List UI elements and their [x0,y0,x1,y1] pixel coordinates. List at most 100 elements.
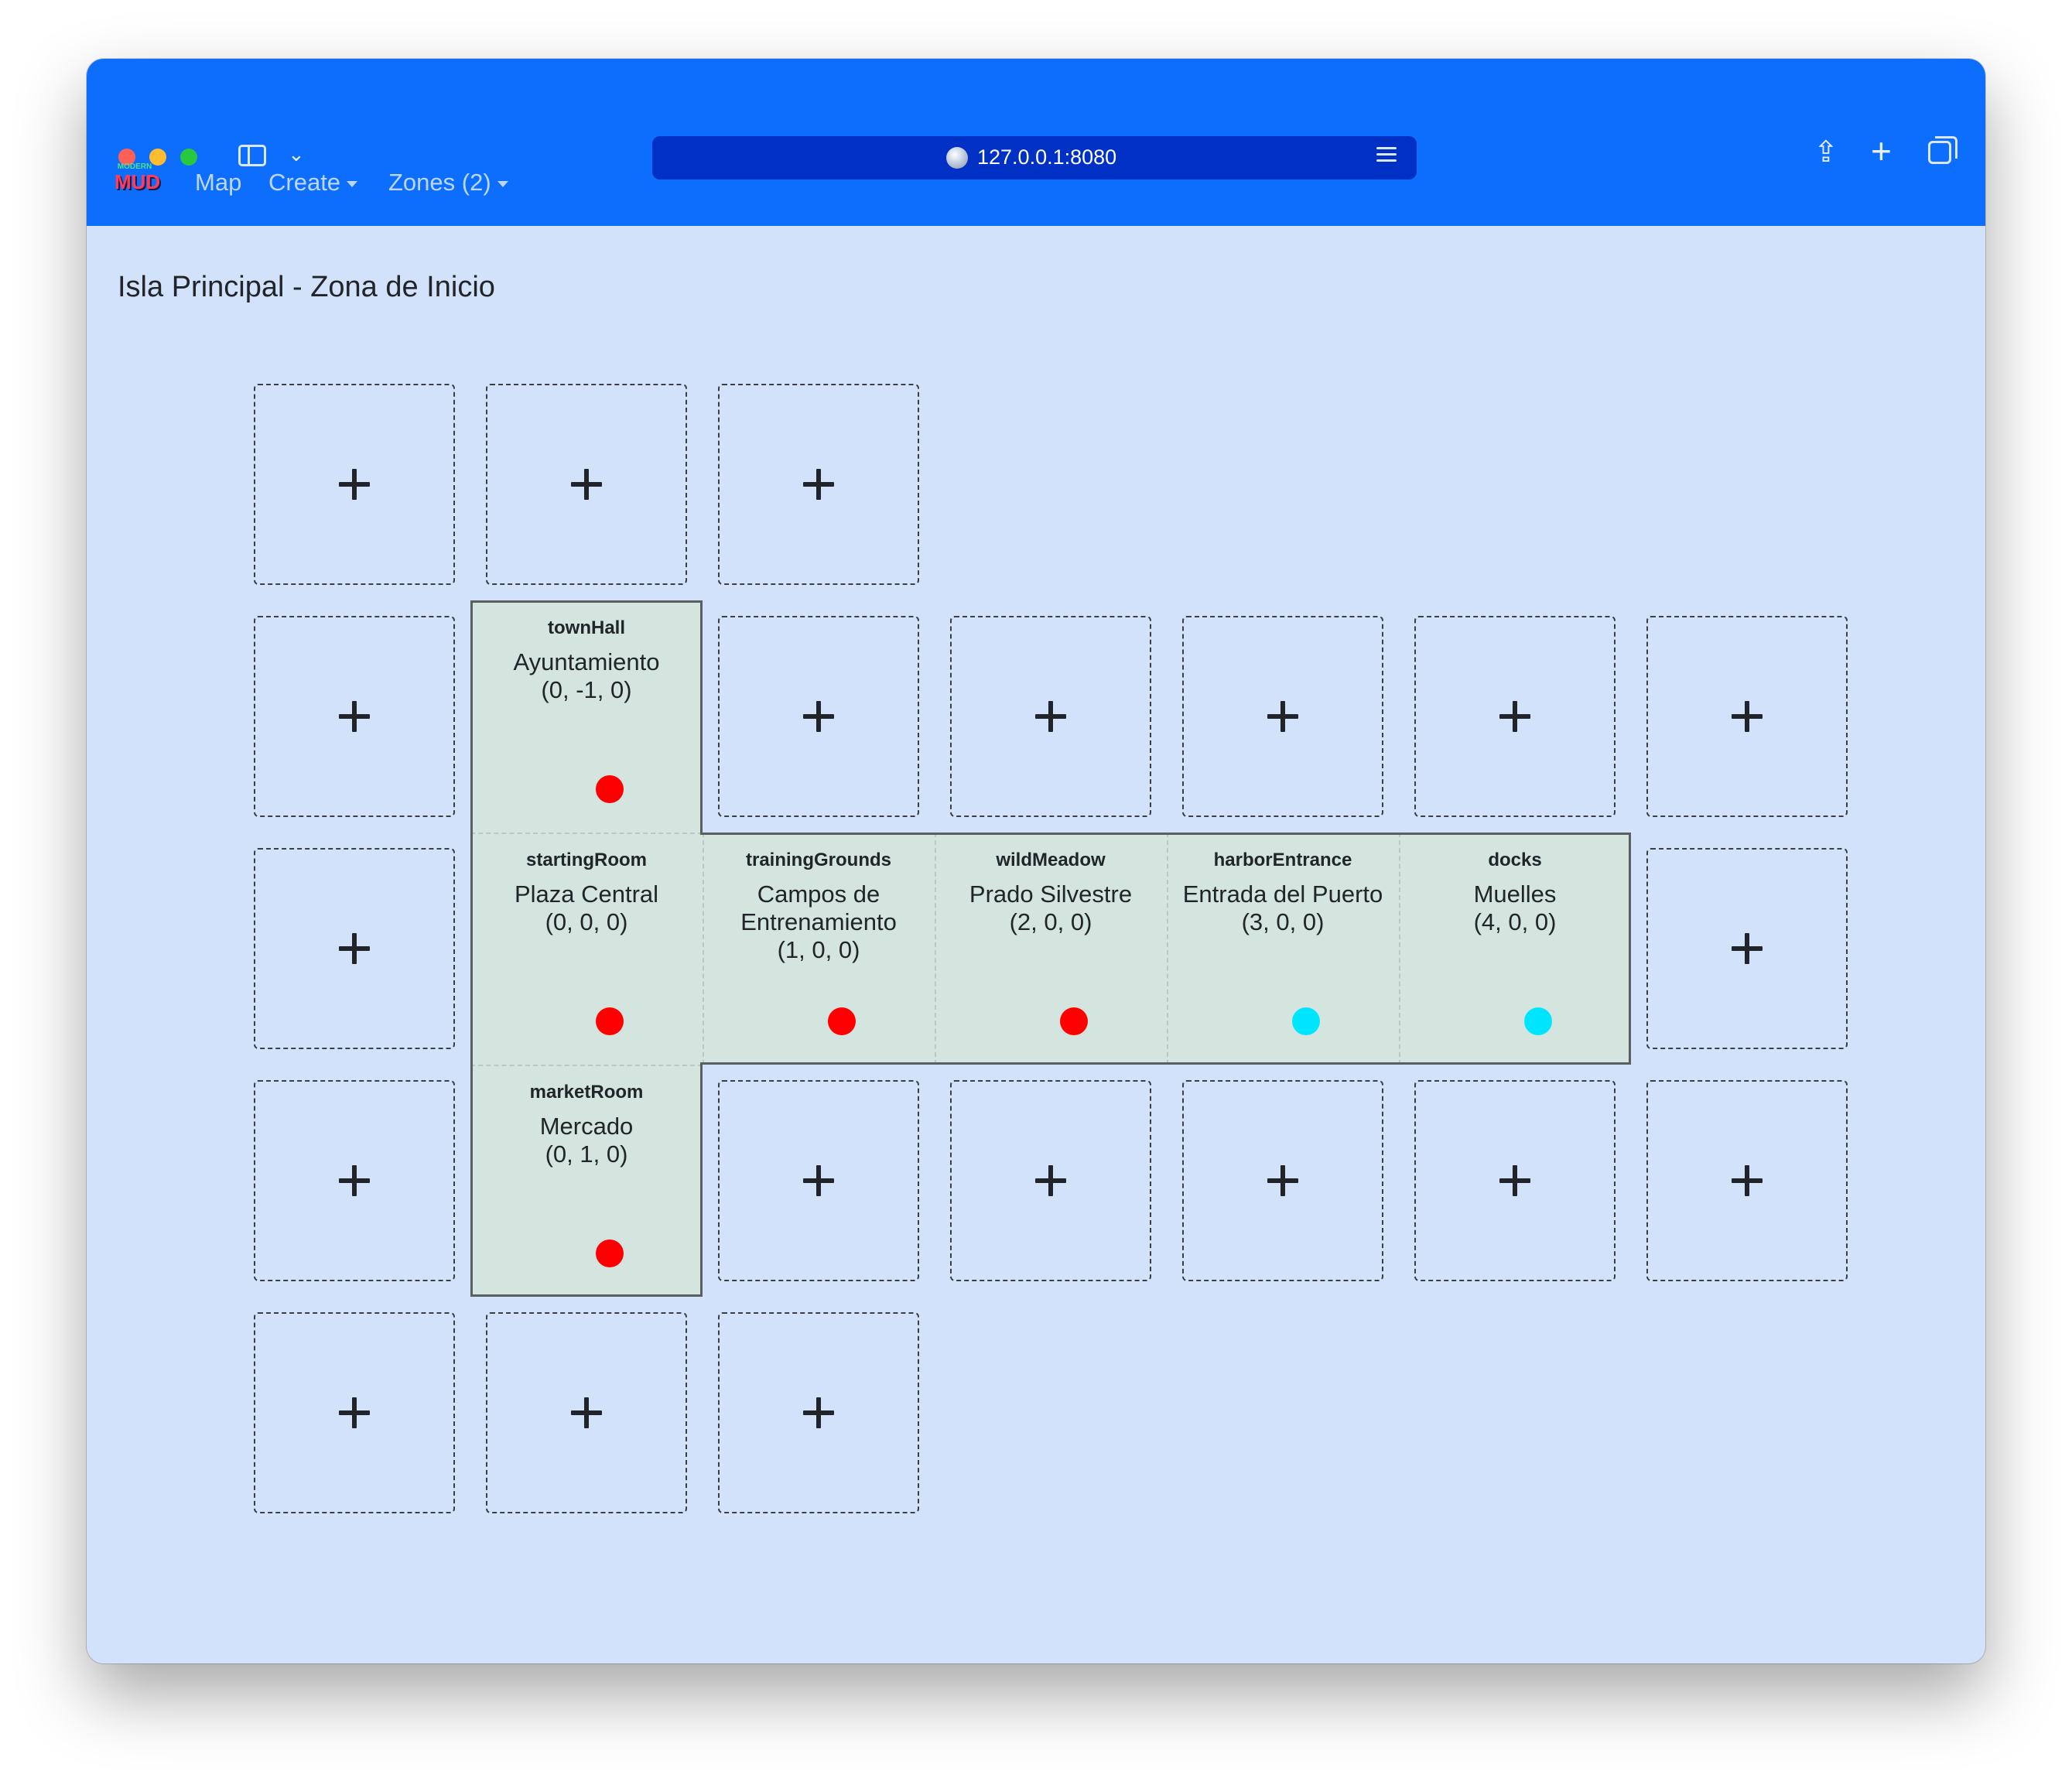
room-block-border [703,833,1631,835]
add-room-cell[interactable] [254,616,455,817]
share-icon[interactable]: ⇪ [1814,136,1838,169]
address-bar[interactable]: 127.0.0.1:8080 [652,136,1417,180]
chevron-down-icon[interactable]: ⌄ [288,142,305,166]
add-room-cell[interactable] [1414,1080,1616,1281]
room-separator [1167,833,1168,1065]
plus-icon [1035,1165,1066,1196]
room-separator [703,833,704,1065]
room-id: townHall [548,617,625,638]
caret-down-icon [347,180,358,187]
room-coordinates: (0, -1, 0) [541,676,632,703]
add-room-cell[interactable] [718,616,919,817]
logo-big-text: MUD [115,170,161,193]
room-cell-trainingGrounds[interactable]: trainingGrounds Campos de Entrenamiento (1… [703,833,935,1065]
add-room-cell[interactable] [950,616,1151,817]
add-room-cell[interactable] [254,384,455,585]
plus-icon [339,469,370,500]
room-block-border [470,600,473,1297]
add-room-cell[interactable] [486,384,687,585]
title-bar: ⌄ 127.0.0.1:8080 ⇪ + MODERN MUD Map Crea… [87,59,1985,226]
plus-icon [339,1397,370,1428]
room-cell-harborEntrance[interactable]: harborEntrance Entrada del Puerto (3, 0, 0… [1167,833,1399,1065]
room-status-dot [1524,1007,1552,1035]
room-id: wildMeadow [996,850,1106,870]
zoom-window-button[interactable] [180,149,197,166]
add-room-cell[interactable] [254,1312,455,1513]
logo-small-text: MODERN [117,162,152,171]
add-room-cell[interactable] [1646,848,1848,1049]
room-name: Ayuntamiento (0, -1, 0) [486,648,687,704]
plus-icon [803,1397,834,1428]
tab-overview-icon[interactable] [1928,136,1957,164]
reader-icon[interactable] [1376,147,1397,169]
room-status-dot [1060,1007,1088,1035]
plus-icon [1035,701,1066,732]
room-name-text: Campos de Entrenamiento [740,880,897,935]
room-id: startingRoom [526,850,647,870]
room-status-dot [596,775,624,803]
add-room-cell[interactable] [254,1080,455,1281]
room-separator [935,833,936,1065]
room-cell-docks[interactable]: docks Muelles (4, 0, 0) [1399,833,1631,1065]
room-id: marketRoom [529,1082,644,1103]
room-id: trainingGrounds [746,850,891,870]
caret-down-icon [497,180,508,187]
room-cell-startingRoom[interactable]: startingRoom Plaza Central (0, 0, 0) [470,833,703,1065]
room-separator [470,1065,703,1066]
room-name-text: Ayuntamiento [513,648,660,675]
room-coordinates: (0, 0, 0) [545,908,628,935]
room-name: Plaza Central (0, 0, 0) [486,880,687,936]
room-coordinates: (3, 0, 0) [1241,908,1325,935]
room-name: Campos de Entrenamiento (1, 0, 0) [718,880,919,964]
sidebar-toggle-icon[interactable] [238,145,266,166]
add-room-cell[interactable] [1182,616,1383,817]
add-room-cell[interactable] [1414,616,1616,817]
add-room-cell[interactable] [718,384,919,585]
plus-icon [1732,701,1763,732]
room-coordinates: (0, 1, 0) [545,1140,628,1168]
room-id: harborEntrance [1213,850,1352,870]
url-text: 127.0.0.1:8080 [977,145,1117,169]
app-logo[interactable]: MODERN MUD [115,162,161,193]
add-room-cell[interactable] [486,1312,687,1513]
room-id: docks [1488,850,1542,870]
room-block-border [470,1294,703,1297]
room-block-border [700,600,703,835]
add-room-cell[interactable] [1646,1080,1848,1281]
plus-icon [803,469,834,500]
zone-title: Isla Principal - Zona de Inicio [118,271,495,303]
nav-map[interactable]: Map [195,169,242,196]
nav-create-dropdown[interactable]: Create [268,169,358,197]
room-block-background [470,833,1631,1065]
nav-zones-dropdown[interactable]: Zones (2) [388,169,508,197]
plus-icon [803,1165,834,1196]
add-room-cell[interactable] [1646,616,1848,817]
add-room-cell[interactable] [718,1312,919,1513]
room-status-dot [1292,1007,1320,1035]
plus-icon [1732,1165,1763,1196]
close-window-button[interactable] [118,149,135,166]
add-room-cell[interactable] [950,1080,1151,1281]
room-name-text: Prado Silvestre [969,880,1133,908]
room-name-text: Entrada del Puerto [1182,880,1383,908]
room-cell-wildMeadow[interactable]: wildMeadow Prado Silvestre (2, 0, 0) [935,833,1167,1065]
room-block-border [703,1062,1631,1065]
add-room-cell[interactable] [254,848,455,1049]
minimize-window-button[interactable] [149,149,166,166]
new-tab-icon[interactable]: + [1871,131,1892,171]
room-separator [470,833,703,834]
plus-icon [1267,1165,1298,1196]
room-block-border [700,1062,703,1294]
add-room-cell[interactable] [1182,1080,1383,1281]
room-status-dot [596,1007,624,1035]
room-cell-townHall[interactable]: townHall Ayuntamiento (0, -1, 0) [470,600,703,833]
plus-icon [1267,701,1298,732]
room-name: Muelles (4, 0, 0) [1414,880,1616,936]
add-room-cell[interactable] [718,1080,919,1281]
plus-icon [1499,1165,1530,1196]
room-status-dot [596,1239,624,1267]
room-name-text: Plaza Central [514,880,659,908]
room-coordinates: (2, 0, 0) [1009,908,1092,935]
room-cell-marketRoom[interactable]: marketRoom Mercado (0, 1, 0) [470,1065,703,1297]
plus-icon [339,933,370,964]
